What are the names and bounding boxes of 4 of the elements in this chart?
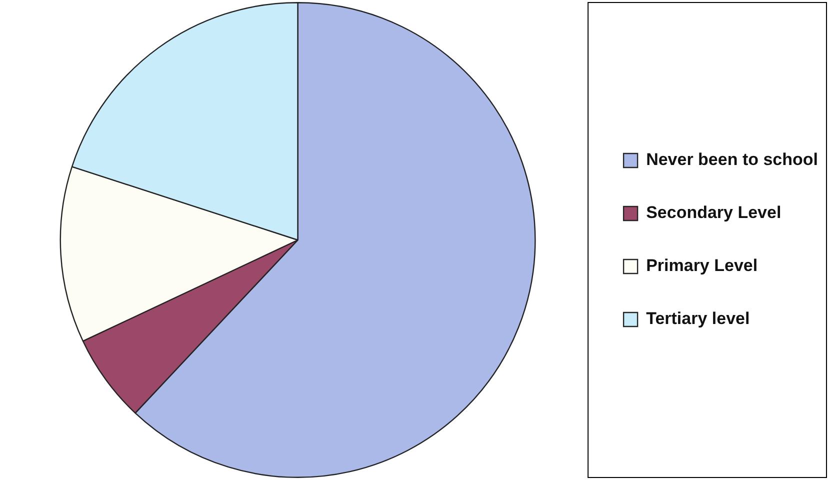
legend-label: Primary Level: [646, 256, 758, 276]
legend-label: Secondary Level: [646, 203, 782, 222]
legend-label: Never been to school: [646, 150, 818, 170]
legend-label: Tertiary level: [646, 309, 750, 328]
